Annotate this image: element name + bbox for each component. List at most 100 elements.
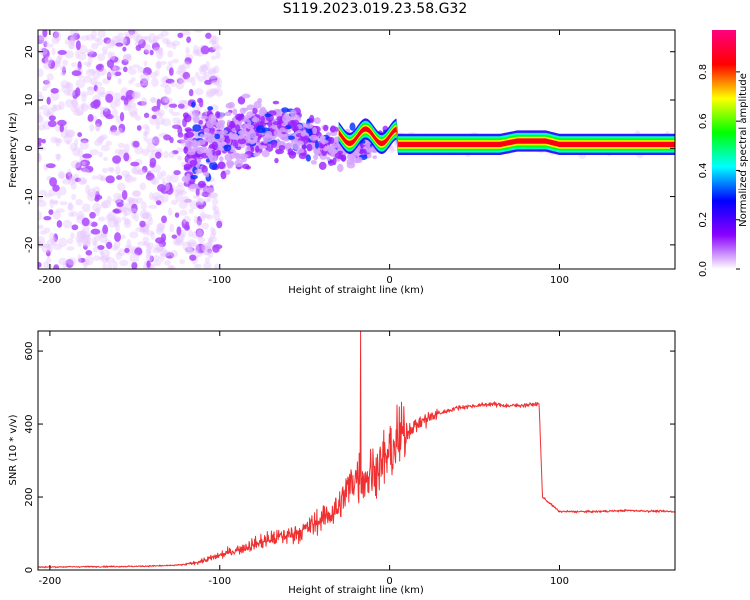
spectrogram-blob bbox=[196, 198, 204, 203]
spectrogram-blob bbox=[122, 66, 128, 73]
spectrogram-blob bbox=[208, 192, 218, 199]
spectrogram-blob bbox=[61, 84, 67, 94]
spectrogram-y-ticks: -20 -10 0 10 20 bbox=[24, 45, 675, 253]
spectrogram-blob bbox=[81, 93, 87, 103]
spectrogram-blob bbox=[38, 106, 44, 111]
spectrogram-blob bbox=[143, 60, 148, 67]
spectrogram-blob bbox=[38, 137, 44, 144]
spectrogram-blob bbox=[116, 182, 126, 192]
spectrogram-blob bbox=[194, 169, 204, 174]
spectrogram-blob bbox=[313, 153, 319, 161]
spectrogram-blob bbox=[237, 135, 244, 140]
spectrogram-blob bbox=[105, 254, 111, 262]
spectrogram-blob bbox=[161, 193, 169, 203]
spectrogram-blob bbox=[152, 195, 158, 203]
spectrogram-blob bbox=[110, 125, 118, 133]
spectrogram-blob bbox=[132, 140, 140, 148]
spectrogram-blob bbox=[270, 141, 278, 148]
spectrogram-blob bbox=[173, 170, 181, 176]
spectrogram-blob bbox=[340, 154, 347, 162]
spectrogram-blob bbox=[151, 114, 157, 120]
spectrogram-blob bbox=[38, 195, 43, 203]
spectrogram-blob bbox=[140, 78, 149, 88]
spectrogram-blob bbox=[215, 50, 221, 59]
spectrogram-blob bbox=[167, 207, 173, 217]
spectrogram-blob bbox=[252, 107, 258, 115]
spectrogram-blob bbox=[259, 106, 267, 114]
spectrogram-blob bbox=[170, 173, 179, 183]
spectrogram-blob bbox=[80, 167, 90, 172]
spectrogram-blob bbox=[208, 236, 218, 243]
spectrogram-blob bbox=[191, 101, 196, 108]
spectrogram-blob bbox=[184, 247, 195, 253]
spectrogram-blob bbox=[209, 192, 219, 199]
spectrogram-blob bbox=[157, 47, 164, 56]
spectrogram-blob bbox=[102, 78, 110, 85]
spectrogram-blob bbox=[103, 37, 111, 44]
y-tick-label: -10 bbox=[24, 188, 35, 204]
spectrogram-blob bbox=[174, 184, 185, 194]
spectrogram-blob bbox=[98, 91, 107, 98]
spectrogram-blob bbox=[148, 204, 158, 209]
figure-title: S119.2023.019.23.58.G32 bbox=[282, 1, 468, 17]
colorbar-tick-label: 0.4 bbox=[698, 162, 709, 178]
spectrogram-blob bbox=[75, 234, 83, 243]
spectrogram-blob bbox=[80, 138, 89, 144]
spectrogram-blob bbox=[46, 256, 52, 264]
spectrogram-blob bbox=[134, 82, 144, 88]
y-tick-label: 0 bbox=[24, 567, 35, 573]
spectrogram-blob bbox=[212, 198, 219, 206]
spectrogram-blob bbox=[113, 131, 121, 137]
spectrogram-blob bbox=[156, 116, 165, 125]
spectrogram-blob bbox=[123, 53, 131, 60]
spectrogram-blob bbox=[165, 39, 171, 45]
spectrogram-blob bbox=[212, 87, 219, 94]
spectrogram-blob bbox=[81, 234, 86, 241]
spectrogram-blob bbox=[135, 197, 144, 204]
spectrogram-blob bbox=[56, 192, 61, 199]
spectrogram-blob bbox=[192, 124, 202, 132]
spectrogram-blob bbox=[210, 227, 215, 233]
spectrogram-blob bbox=[85, 34, 95, 41]
spectrogram-blob bbox=[146, 212, 153, 222]
spectrogram-blob bbox=[168, 265, 174, 269]
spectrogram-blob bbox=[145, 137, 155, 145]
spectrogram-blob bbox=[153, 36, 160, 42]
spectrogram-blob bbox=[86, 48, 95, 55]
spectrogram-blob bbox=[185, 46, 190, 55]
spectrogram-blob bbox=[103, 106, 109, 112]
spectrogram-blob bbox=[44, 78, 51, 88]
spectrogram-blob bbox=[129, 252, 140, 263]
spectrogram-blob bbox=[67, 257, 77, 266]
snr-frame bbox=[37, 330, 676, 571]
spectrogram-blob bbox=[38, 152, 41, 160]
spectrogram-blob bbox=[38, 94, 45, 102]
spectrogram-blob bbox=[41, 47, 48, 53]
spectrogram-blob bbox=[208, 113, 217, 123]
spectrogram-blob bbox=[212, 244, 220, 253]
spectrogram-blob bbox=[201, 165, 208, 174]
spectrogram-blob bbox=[41, 243, 51, 248]
spectrogram-blob bbox=[143, 112, 150, 118]
spectrogram-blob bbox=[80, 103, 86, 110]
spectrogram-blob bbox=[275, 148, 285, 155]
spectrogram-blob bbox=[154, 69, 160, 77]
spectrogram-blob bbox=[330, 125, 336, 133]
band-layer-red bbox=[338, 126, 675, 148]
spectrogram-blob bbox=[71, 98, 78, 108]
spectrogram-blob bbox=[152, 247, 162, 254]
spectrogram-blob bbox=[153, 254, 160, 262]
spectrogram-blob bbox=[45, 163, 56, 169]
spectrogram-blob bbox=[119, 259, 129, 267]
spectrogram-blob bbox=[97, 53, 106, 62]
spectrogram-blob bbox=[89, 211, 96, 219]
spectrogram-blob bbox=[356, 156, 363, 164]
spectrogram-blob bbox=[38, 142, 42, 147]
spectrogram-blob bbox=[137, 101, 147, 106]
spectrogram-blob bbox=[59, 65, 67, 72]
spectrogram-blob bbox=[146, 260, 151, 268]
spectrogram-blob bbox=[390, 148, 398, 152]
spectrogram-blob bbox=[160, 233, 167, 242]
spectrogram-blob bbox=[98, 256, 108, 261]
spectrogram-blob bbox=[215, 111, 221, 119]
